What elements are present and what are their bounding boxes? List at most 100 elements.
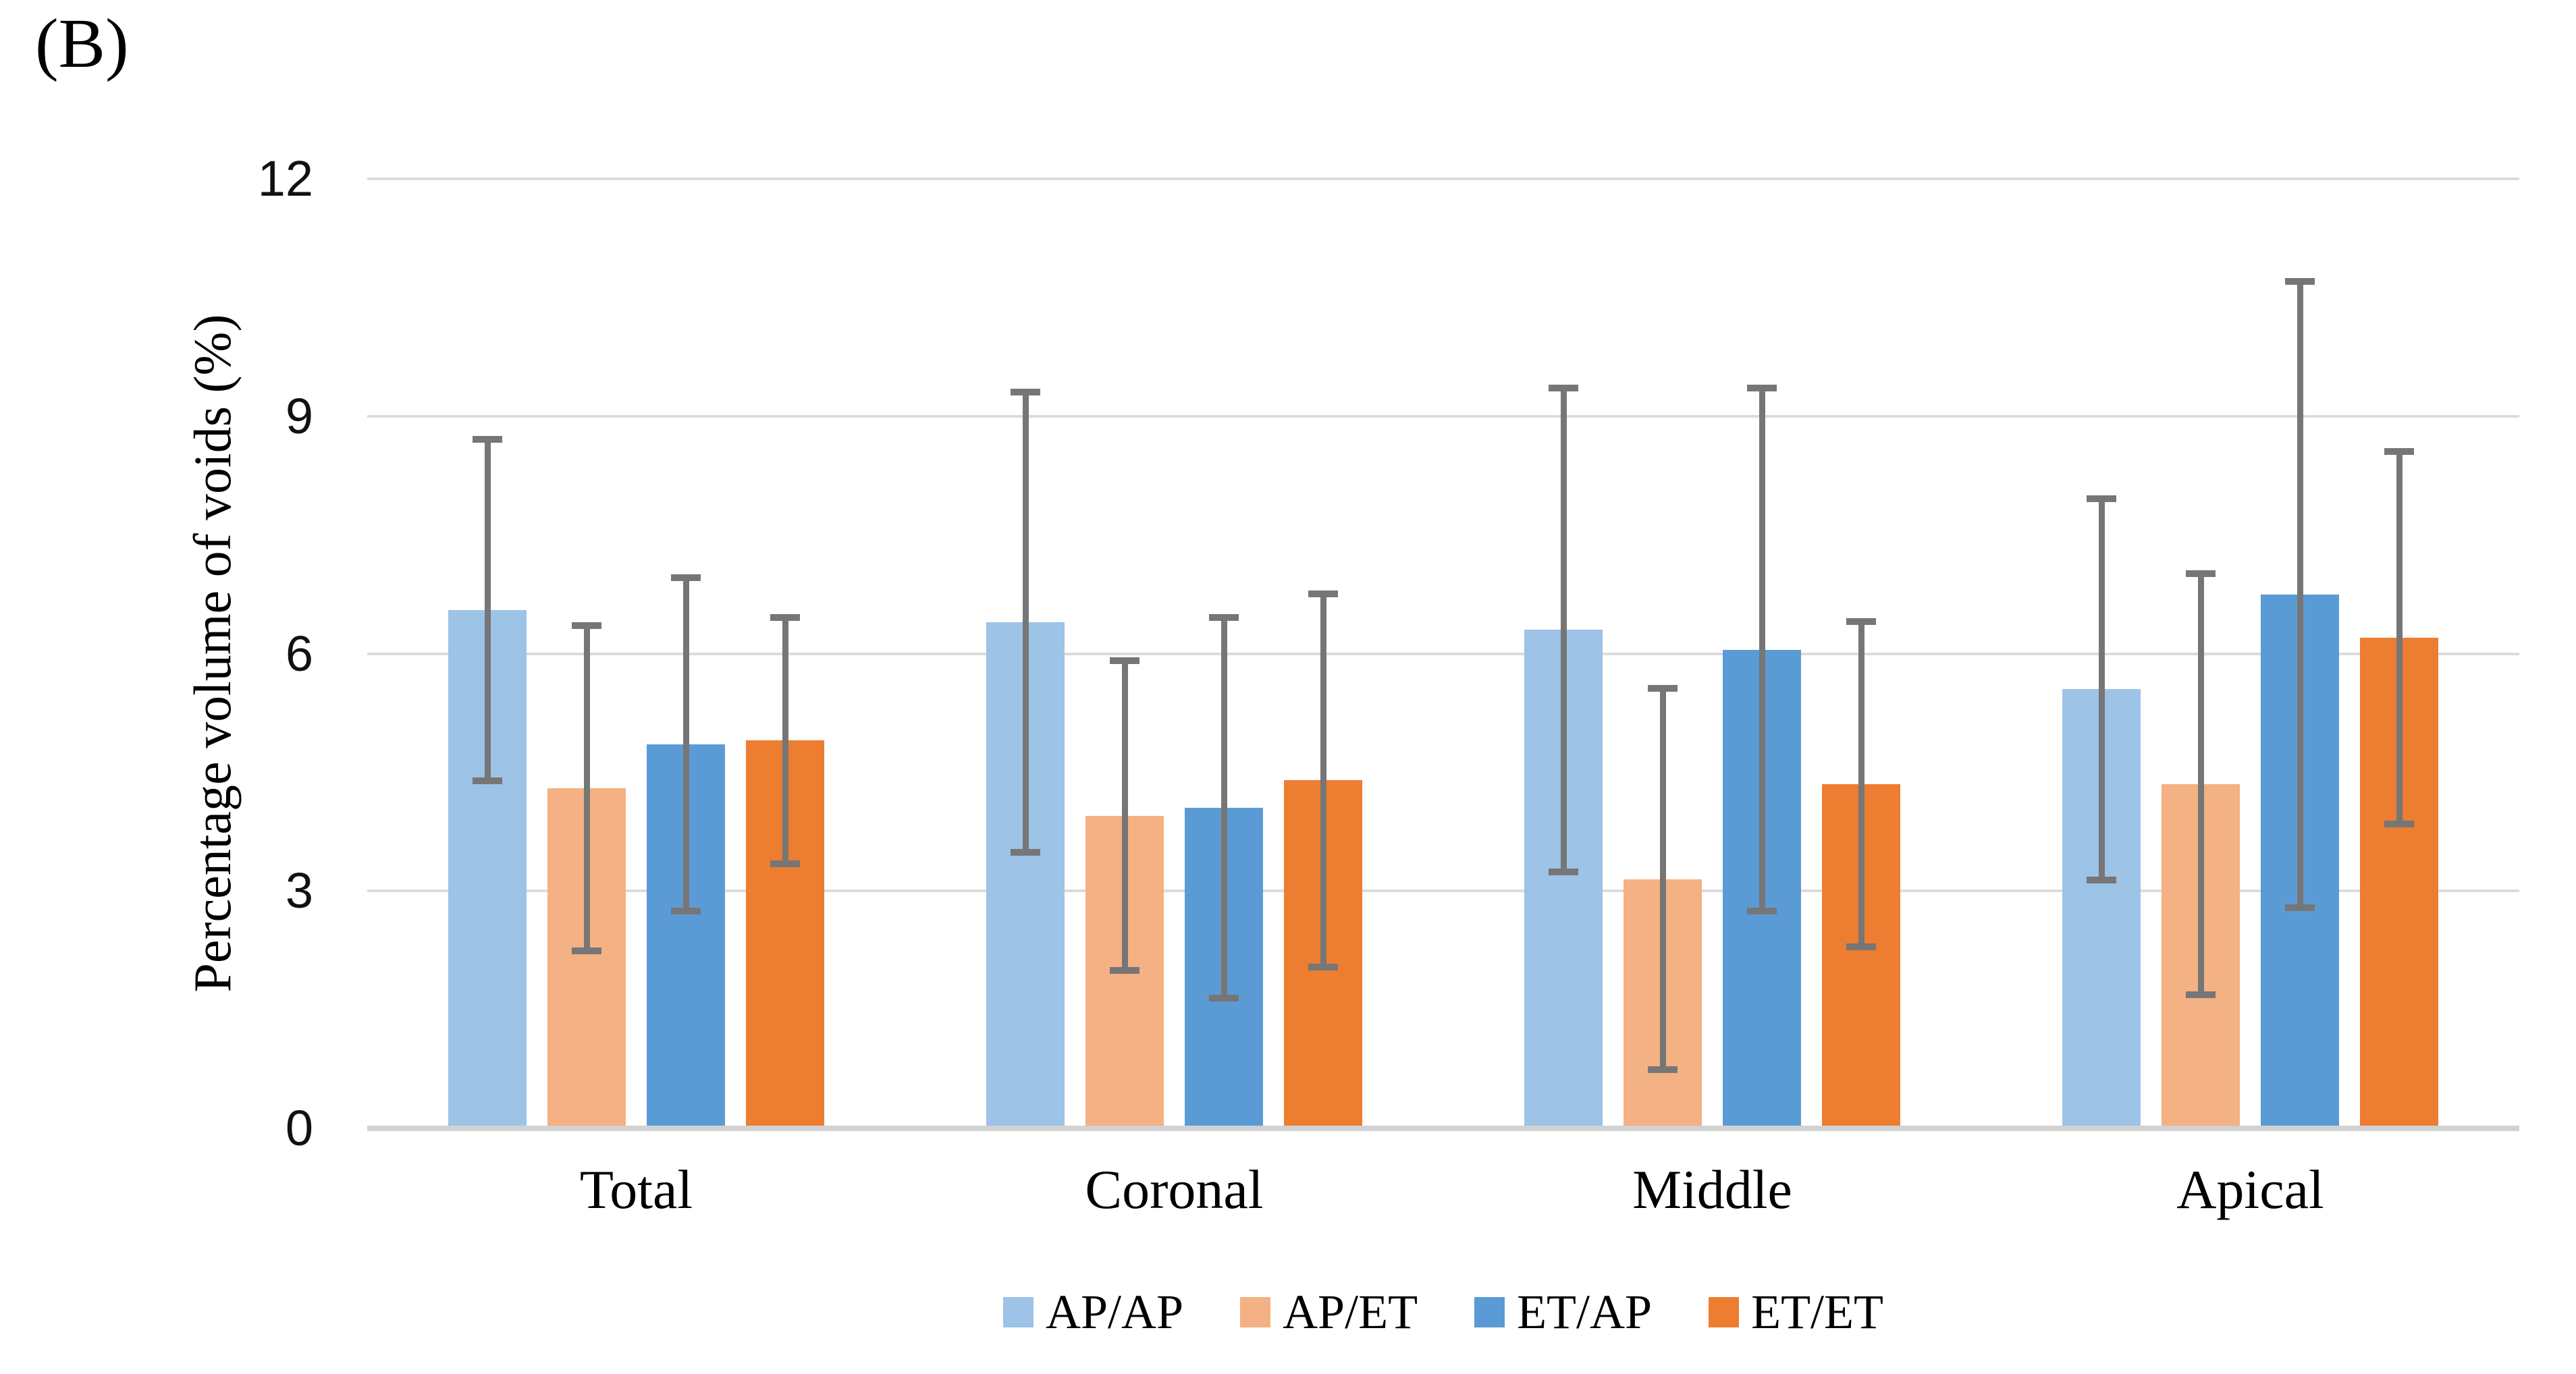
error-bar-line [1858, 617, 1864, 951]
error-bar-cap-bottom [1011, 848, 1040, 856]
error-bar-line [782, 613, 788, 868]
error-bar-line [1022, 388, 1029, 856]
legend-swatch-icon [1709, 1296, 1740, 1327]
error-bar-cap-bottom [1549, 868, 1578, 875]
error-bar-cap-bottom [1308, 963, 1338, 970]
error-bar-cap-top [1209, 613, 1239, 621]
bar-slot-coronal-ap-et [1085, 179, 1164, 1128]
x-axis-category-labels: Total Coronal Middle Apical [367, 1158, 2519, 1221]
error-bar-line [2197, 570, 2204, 998]
error-bar-cap-top [671, 574, 701, 582]
bar-slot-apical-ap-et [2162, 179, 2240, 1128]
bar-slot-middle-et-et [1822, 179, 1900, 1128]
bar-slot-apical-et-et [2360, 179, 2438, 1128]
error-bar-cap-top [1549, 384, 1578, 391]
error-bar-cap-top [2186, 570, 2216, 578]
x-category-label-apical: Apical [2176, 1159, 2324, 1220]
error-bar-cap-top [2285, 277, 2315, 285]
bar-slot-apical-ap-ap [2062, 179, 2141, 1128]
bar-slot-coronal-ap-ap [986, 179, 1065, 1128]
y-tick-label-0: 0 [285, 1100, 313, 1156]
error-bar-cap-bottom [1747, 908, 1777, 915]
bar-slot-total-et-ap [647, 179, 725, 1128]
error-bar-line [1659, 685, 1666, 1073]
legend: AP/AP AP/ET ET/AP ET/ET [367, 1288, 2519, 1336]
error-bar-cap-bottom [2087, 876, 2116, 883]
gridline-y-6 [367, 652, 2519, 655]
error-bar-cap-bottom [2384, 821, 2414, 828]
y-tick-label-3: 3 [285, 862, 313, 919]
bar-group-middle [1443, 179, 1981, 1128]
x-category-label-total: Total [579, 1159, 693, 1220]
error-bar-cap-bottom [2285, 904, 2315, 911]
error-bar-cap-top [1011, 388, 1040, 395]
legend-item-ap-ap: AP/AP [1002, 1285, 1184, 1339]
y-tick-label-12: 12 [257, 150, 313, 207]
bar-group-total [367, 179, 905, 1128]
legend-item-ap-et: AP/ET [1240, 1288, 1418, 1336]
error-bar-cap-top [1308, 590, 1338, 597]
legend-item-et-et: ET/ET [1709, 1288, 1883, 1336]
bar-slot-middle-et-ap [1723, 179, 1801, 1128]
bar-groups [367, 179, 2519, 1128]
error-bar-line [1560, 384, 1567, 875]
error-bar-line [1220, 613, 1227, 1002]
bar-group-coronal [905, 179, 1443, 1128]
legend-swatch-icon [1474, 1296, 1505, 1327]
legend-label: ET/ET [1751, 1285, 1884, 1339]
legend-item-et-ap: ET/AP [1474, 1288, 1652, 1336]
error-bar-cap-bottom [671, 908, 701, 915]
error-bar-cap-bottom [1648, 1066, 1678, 1073]
error-bar-line [682, 574, 689, 915]
legend-label: AP/AP [1045, 1285, 1184, 1339]
error-bar-cap-bottom [473, 777, 502, 784]
error-bar-cap-bottom [770, 860, 800, 868]
error-bar-cap-top [2087, 495, 2116, 502]
gridline-y-12 [367, 177, 2519, 180]
bar-slot-apical-et-ap [2261, 179, 2339, 1128]
error-bar-cap-bottom [1209, 995, 1239, 1002]
gridline-y-3 [367, 889, 2519, 893]
x-category-label-middle: Middle [1632, 1159, 1792, 1220]
bar-slot-coronal-et-et [1284, 179, 1362, 1128]
error-bar-line [2098, 495, 2105, 883]
error-bar-cap-bottom [1846, 943, 1876, 951]
error-bar-cap-top [770, 613, 800, 621]
error-bar-line [1121, 657, 1128, 974]
error-bar-line [2297, 277, 2303, 911]
bar-slot-total-et-et [746, 179, 824, 1128]
error-bar-cap-top [1747, 384, 1777, 391]
legend-swatch-icon [1002, 1296, 1034, 1327]
error-bar-line [1759, 384, 1765, 915]
y-tick-label-9: 9 [285, 387, 313, 444]
panel-label: (B) [35, 5, 129, 82]
bar-group-apical [1981, 179, 2519, 1128]
error-bar-line [2396, 447, 2403, 828]
legend-label: ET/AP [1517, 1285, 1653, 1339]
error-bar-line [1320, 590, 1326, 970]
bar-slot-coronal-et-ap [1185, 179, 1263, 1128]
bar-slot-middle-ap-ap [1524, 179, 1603, 1128]
x-axis-line [367, 1126, 2519, 1131]
error-bar-cap-top [473, 436, 502, 443]
bar-slot-total-ap-ap [448, 179, 527, 1128]
error-bar-cap-top [572, 622, 601, 629]
plot-area: 0 3 6 9 12 [258, 154, 2519, 1153]
x-category-label-coronal: Coronal [1085, 1159, 1264, 1220]
error-bar-line [583, 622, 590, 955]
bar-slot-total-ap-et [547, 179, 626, 1128]
error-bar-cap-top [1110, 657, 1139, 665]
legend-swatch-icon [1240, 1296, 1271, 1327]
error-bar-cap-bottom [1110, 967, 1139, 974]
y-tick-label-6: 6 [285, 625, 313, 682]
error-bar-cap-bottom [572, 947, 601, 955]
bar-slot-middle-ap-et [1624, 179, 1702, 1128]
gridline-y-9 [367, 414, 2519, 418]
error-bar-cap-top [1648, 685, 1678, 692]
error-bar-cap-bottom [2186, 991, 2216, 998]
legend-label: AP/ET [1283, 1285, 1418, 1339]
error-bar-line [484, 436, 491, 784]
error-bar-cap-top [2384, 447, 2414, 455]
error-bar-cap-top [1846, 617, 1876, 625]
